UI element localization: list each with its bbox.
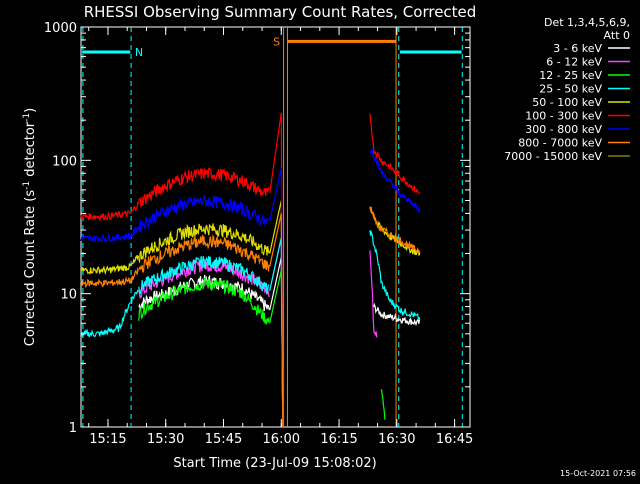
legend-item-label: 100 - 300 keV <box>525 110 602 123</box>
series-12-25-kev-segment-2 <box>380 389 386 420</box>
legend-item-label: 12 - 25 keV <box>539 69 602 82</box>
night-flag-label: N <box>135 46 143 59</box>
series-50-100-kev-segment-0 <box>80 255 140 276</box>
y-tick-label: 10 <box>60 288 77 303</box>
legend-item-label: 50 - 100 keV <box>532 96 602 109</box>
plot-frame <box>80 26 471 428</box>
y-axis-ticks: 1 10 100 1000 <box>44 21 470 436</box>
series-100-300-kev-segment-2 <box>369 113 420 195</box>
series-6-12-kev-segment-2 <box>369 250 378 338</box>
series-25-50-kev-segment-0 <box>80 289 139 338</box>
y-axis-label-mid: detector <box>23 121 38 181</box>
legend-item-label: 25 - 50 keV <box>539 83 602 96</box>
flag-annotations: NS <box>82 27 463 427</box>
x-tick-label: 16:30 <box>378 432 415 447</box>
series-100-300-kev-segment-0 <box>80 201 140 223</box>
y-tick-label: 100 <box>52 154 77 169</box>
x-tick-label: 15:45 <box>205 432 242 447</box>
series-25-50-kev-segment-2 <box>369 229 421 321</box>
x-tick-label: 15:30 <box>147 432 184 447</box>
legend-item-label: 800 - 7000 keV <box>518 137 602 150</box>
legend-item-label: 6 - 12 keV <box>546 56 602 69</box>
chart-title: RHESSI Observing Summary Count Rates, Co… <box>84 3 477 21</box>
legend-header-line1: Det 1,3,4,5,6,9, <box>544 16 630 29</box>
legend-item-label: 7000 - 15000 keV <box>504 150 602 163</box>
y-tick-label: 1000 <box>44 21 77 36</box>
y-axis-label-sup2: -1 <box>22 113 32 122</box>
series-800-7000-kev-segment-0 <box>80 266 140 289</box>
series-800-7000-kev-segment-2 <box>369 206 421 255</box>
x-tick-label: 16:45 <box>436 432 473 447</box>
y-tick-label: 1 <box>69 421 77 436</box>
series-25-50-kev-segment-1 <box>138 255 270 296</box>
series-12-25-kev-segment-1 <box>138 275 270 325</box>
legend-header-line2: Att 0 <box>604 29 630 42</box>
legend-item-label: 300 - 800 keV <box>525 123 602 136</box>
x-tick-label: 16:15 <box>320 432 357 447</box>
saa-flag-label: S <box>273 35 280 48</box>
y-axis-label-sup1: -1 <box>22 181 32 190</box>
y-axis-label-end: ) <box>23 108 38 113</box>
series-800-7000-kev-saa-entry <box>269 213 284 428</box>
series-100-300-kev-segment-1 <box>138 167 270 208</box>
series-3-6-kev-segment-2 <box>373 302 421 327</box>
legend-item-label: 3 - 6 keV <box>553 42 602 55</box>
series-300-800-kev-segment-1 <box>138 194 270 232</box>
series-12-25-kev-saa-entry <box>269 270 284 428</box>
series-50-100-kev-segment-1 <box>138 223 270 264</box>
x-tick-label: 15:15 <box>89 432 126 447</box>
series-lines <box>80 112 421 428</box>
y-axis-label-main: Corrected Count Rate (s <box>23 190 38 347</box>
x-axis-ticks: 15:15 15:30 15:45 16:00 16:15 16:30 16:45 <box>88 27 473 447</box>
series-6-12-kev-segment-1 <box>138 259 270 299</box>
footer-timestamp: 15-Oct-2021 07:56 <box>560 469 636 478</box>
x-axis-label: Start Time (23-Jul-09 15:08:02) <box>173 456 376 471</box>
series-300-800-kev-segment-0 <box>80 225 140 243</box>
x-tick-label: 16:00 <box>263 432 300 447</box>
series-300-800-kev-segment-2 <box>369 146 421 214</box>
y-axis-label: Corrected Count Rate (s-1 detector-1) <box>22 108 38 346</box>
series-800-7000-kev-segment-1 <box>138 234 270 273</box>
